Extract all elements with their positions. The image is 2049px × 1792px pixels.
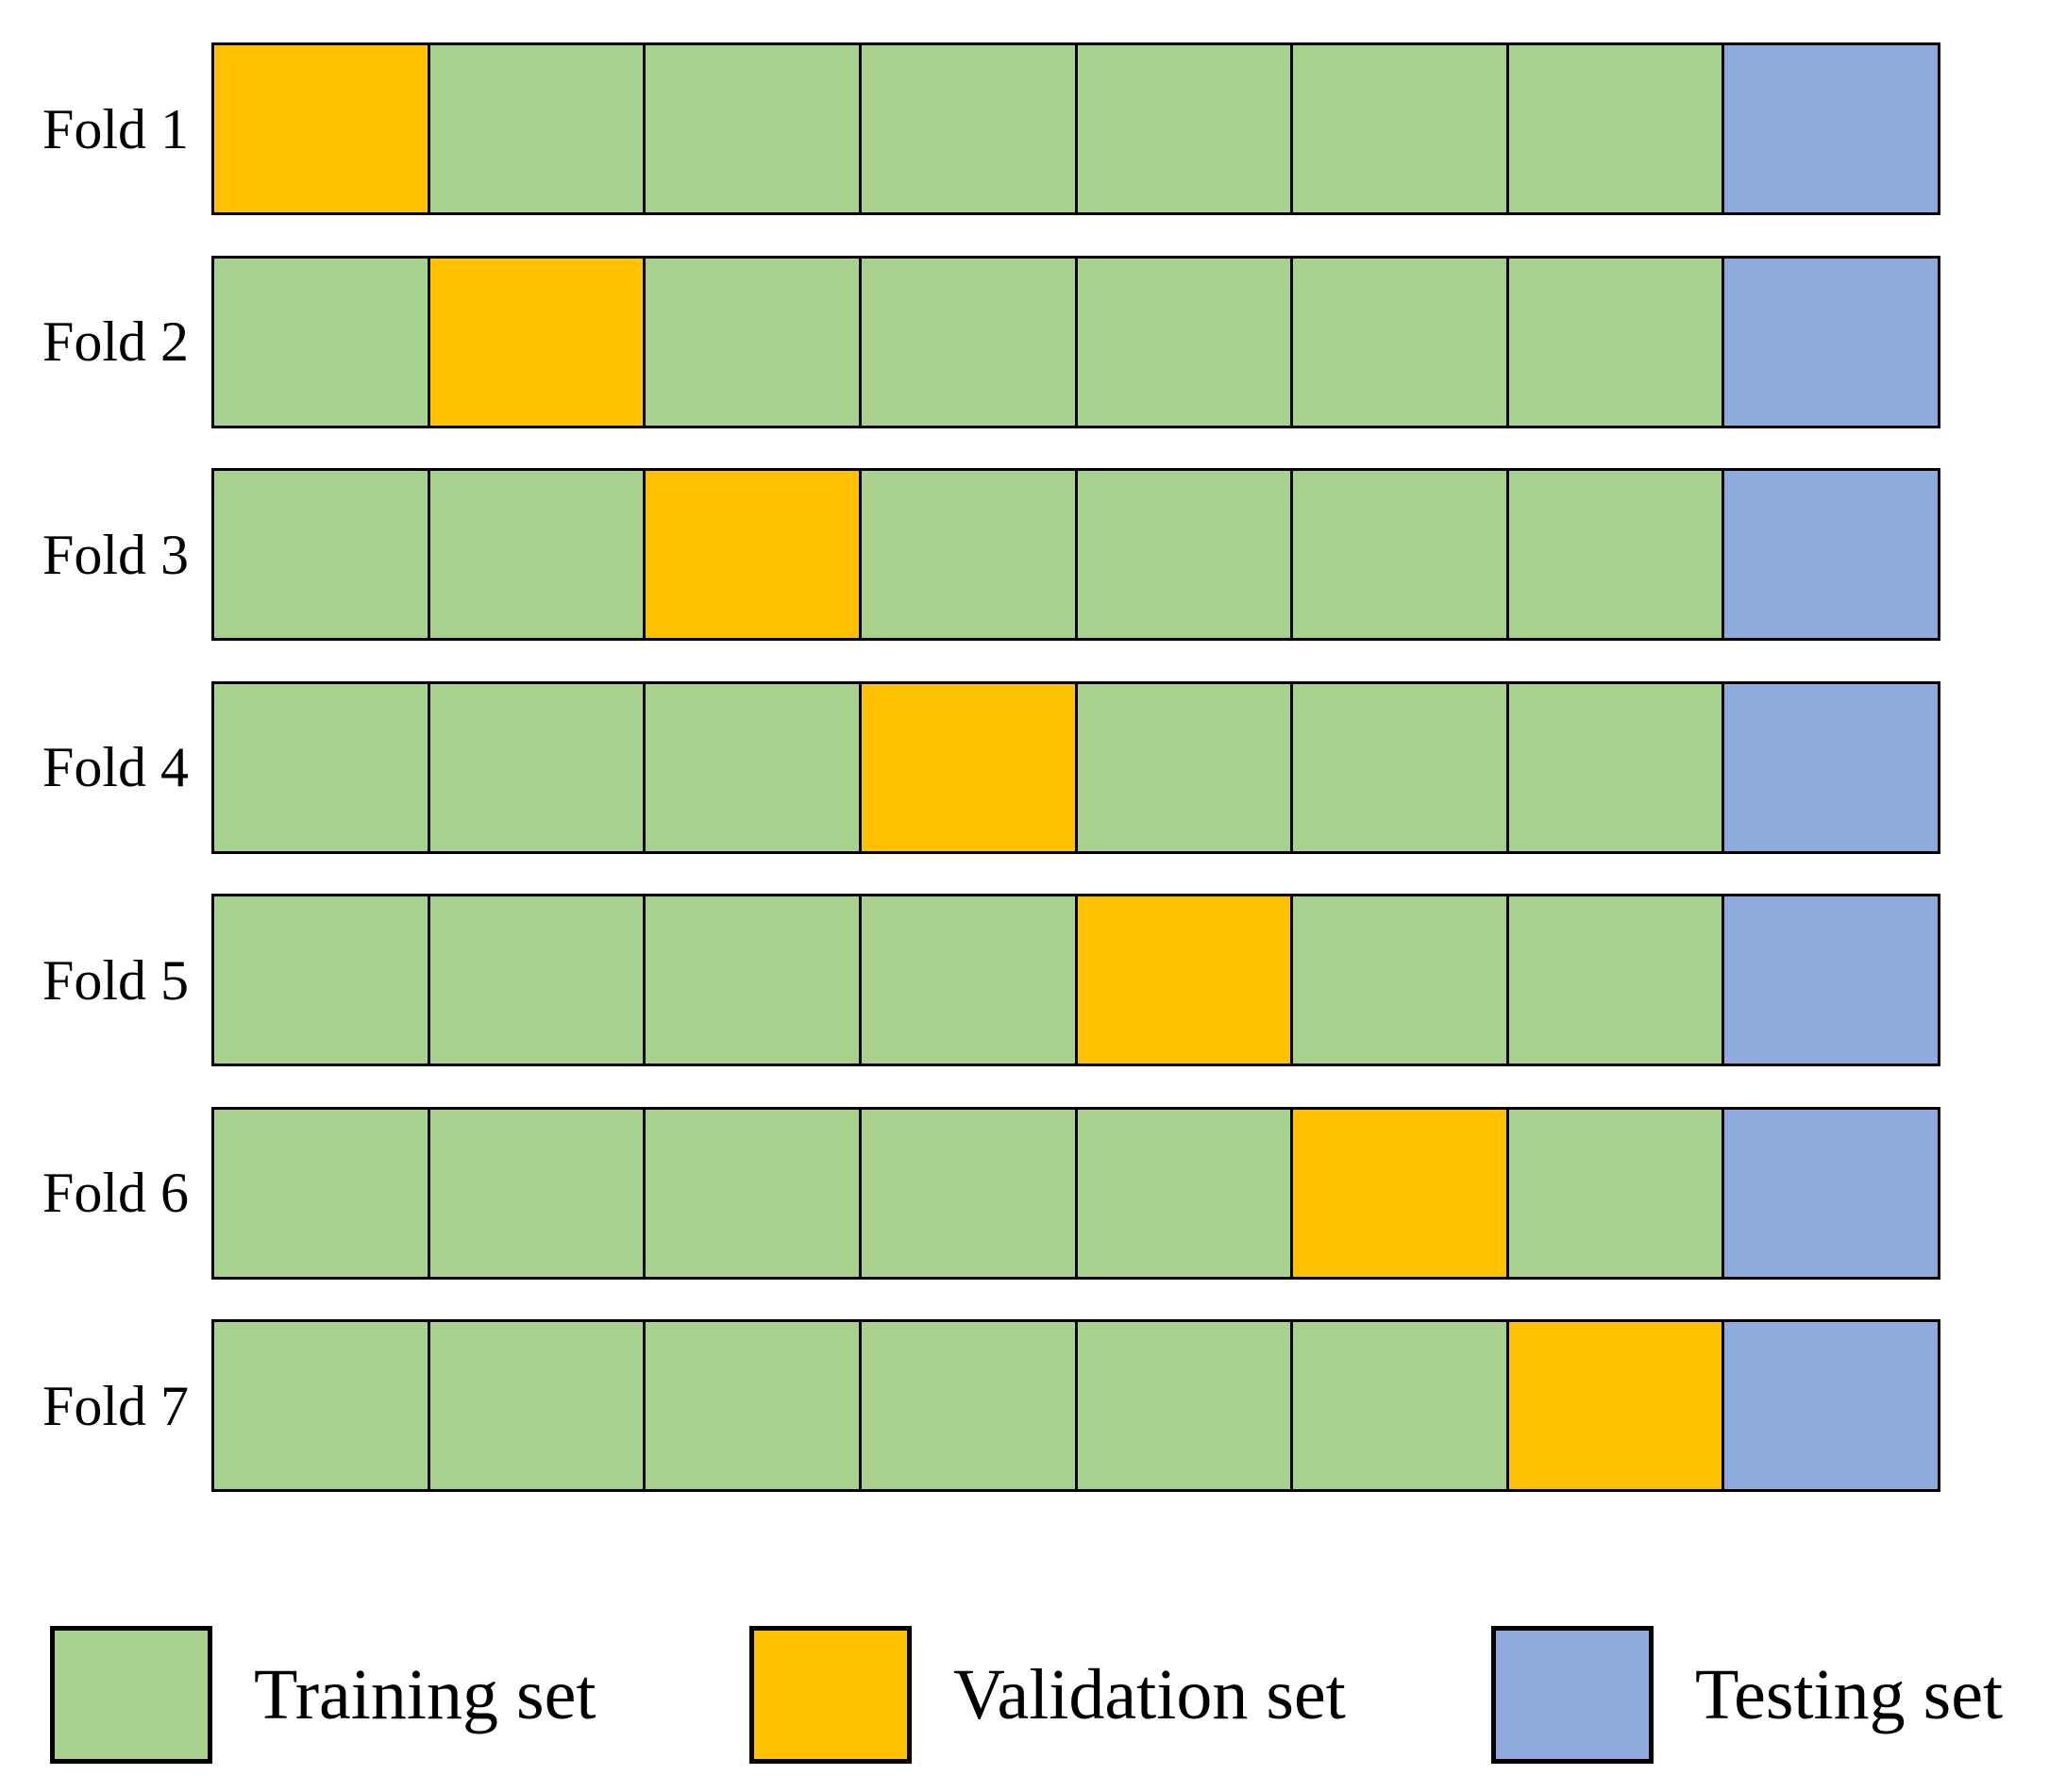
fold-label: Fold 1 [42,97,190,160]
cell-training [429,45,647,212]
cell-training [214,258,430,426]
fold-label: Fold 3 [42,523,190,586]
cell-training [1508,45,1725,212]
cell-training [214,1322,430,1489]
cell-training [1508,1109,1725,1277]
cell-testing [1724,45,1938,212]
fold-row-2: Fold 2 [0,255,2049,428]
fold-bar [211,1106,1940,1280]
legend-label: Testing set [1695,1655,2004,1734]
cell-testing [1724,1109,1938,1277]
legend-item-validation: Validation set [749,1626,1346,1764]
cell-training [214,683,430,851]
cell-training [1293,45,1509,212]
cell-training [1077,1109,1294,1277]
fold-bar [211,255,1940,428]
cell-training [1293,258,1509,426]
cell-validation [429,258,647,426]
cell-testing [1724,683,1938,851]
cell-training [1077,1322,1294,1489]
cell-training [646,1322,862,1489]
cell-training [429,1322,647,1489]
cell-training [646,1109,862,1277]
cell-training [646,45,862,212]
cell-training [861,1322,1078,1489]
validation-swatch [749,1626,912,1764]
cell-validation [1508,1322,1725,1489]
cell-testing [1724,1322,1938,1489]
cell-training [1077,258,1294,426]
fold-row-7: Fold 7 [0,1319,2049,1492]
cell-training [1508,258,1725,426]
cell-training [646,683,862,851]
cell-training [429,471,647,638]
cell-training [214,896,430,1063]
cell-training [861,896,1078,1063]
cell-training [429,683,647,851]
cell-testing [1724,896,1938,1063]
cell-training [1077,45,1294,212]
fold-label: Fold 6 [42,1162,190,1224]
cell-validation [646,471,862,638]
fold-label: Fold 2 [42,310,190,373]
cell-training [214,471,430,638]
fold-label: Fold 5 [42,948,190,1012]
cell-training [1077,683,1294,851]
fold-bar [211,42,1940,215]
fold-row-4: Fold 4 [0,680,2049,854]
fold-row-5: Fold 5 [0,894,2049,1066]
cell-validation [1293,1109,1509,1277]
cell-training [429,1109,647,1277]
cell-training [861,258,1078,426]
fold-bar [211,894,1940,1066]
cell-training [1508,896,1725,1063]
cell-training [1293,1322,1509,1489]
cell-validation [214,45,430,212]
fold-label: Fold 4 [42,736,190,798]
cell-training [1293,471,1509,638]
cell-validation [1077,896,1294,1063]
fold-row-3: Fold 3 [0,468,2049,641]
cell-training [861,45,1078,212]
legend-label: Validation set [953,1655,1346,1734]
cell-training [646,258,862,426]
cell-training [429,896,647,1063]
cell-training [1293,896,1509,1063]
cell-training [646,896,862,1063]
cell-training [861,1109,1078,1277]
legend-label: Training set [254,1655,596,1734]
cell-training [1508,683,1725,851]
fold-label: Fold 7 [42,1374,190,1437]
cell-training [1508,471,1725,638]
fold-bar [211,680,1940,854]
testing-swatch [1491,1626,1654,1764]
fold-row-1: Fold 1 [0,42,2049,215]
legend-item-training: Training set [50,1626,596,1764]
cell-testing [1724,258,1938,426]
cell-training [214,1109,430,1277]
fold-row-6: Fold 6 [0,1106,2049,1280]
cell-testing [1724,471,1938,638]
cell-training [1293,683,1509,851]
fold-bar [211,1319,1940,1492]
legend-item-testing: Testing set [1491,1626,2003,1764]
fold-bar [211,468,1940,641]
training-swatch [50,1626,212,1764]
cell-training [1077,471,1294,638]
cell-validation [861,683,1078,851]
cell-training [861,471,1078,638]
